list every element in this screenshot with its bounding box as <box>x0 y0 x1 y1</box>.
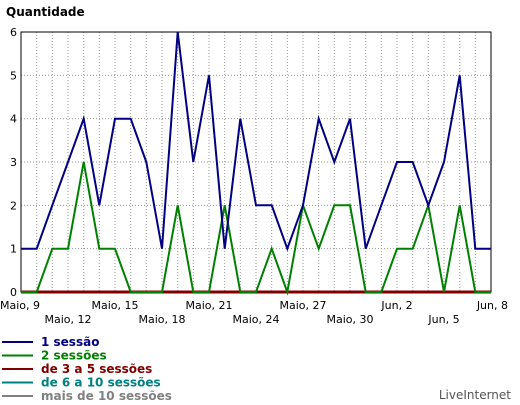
watermark-text: LiveInternet <box>439 388 511 402</box>
series-line <box>21 31 491 252</box>
x-tick-label: Maio, 30 <box>326 313 373 326</box>
legend-label: 2 sessões <box>41 349 107 363</box>
y-tick-label: 3 <box>10 156 17 169</box>
x-tick-label: Maio, 18 <box>138 313 185 326</box>
y-tick-label: 1 <box>10 243 17 256</box>
y-tick-label: 6 <box>10 26 17 39</box>
legend-label: de 3 a 5 sessões <box>41 362 152 376</box>
y-tick-label: 5 <box>10 69 17 82</box>
y-tick-label: 4 <box>10 113 17 126</box>
x-tick-label: Jun, 8 <box>476 299 508 312</box>
x-tick-label: Jun, 2 <box>380 299 412 312</box>
y-tick-label: 0 <box>10 286 17 299</box>
x-tick-label: Maio, 24 <box>232 313 279 326</box>
y-tick-label: 2 <box>10 199 17 212</box>
x-tick-label: Maio, 9 <box>0 299 40 312</box>
y-axis: 0 1 2 3 4 5 6 <box>10 26 17 299</box>
x-tick-label: Maio, 27 <box>279 299 326 312</box>
legend-label: 1 sessão <box>41 335 99 349</box>
series-line <box>21 161 491 296</box>
x-tick-label: Maio, 21 <box>185 299 232 312</box>
legend-label: mais de 10 sessões <box>41 389 172 403</box>
series-lines <box>21 31 491 296</box>
legend-label: de 6 a 10 sessões <box>41 376 161 390</box>
x-tick-label: Jun, 5 <box>427 313 459 326</box>
chart-title: Quantidade <box>6 5 85 19</box>
x-tick-label: Maio, 15 <box>91 299 138 312</box>
x-tick-label: Maio, 12 <box>44 313 91 326</box>
